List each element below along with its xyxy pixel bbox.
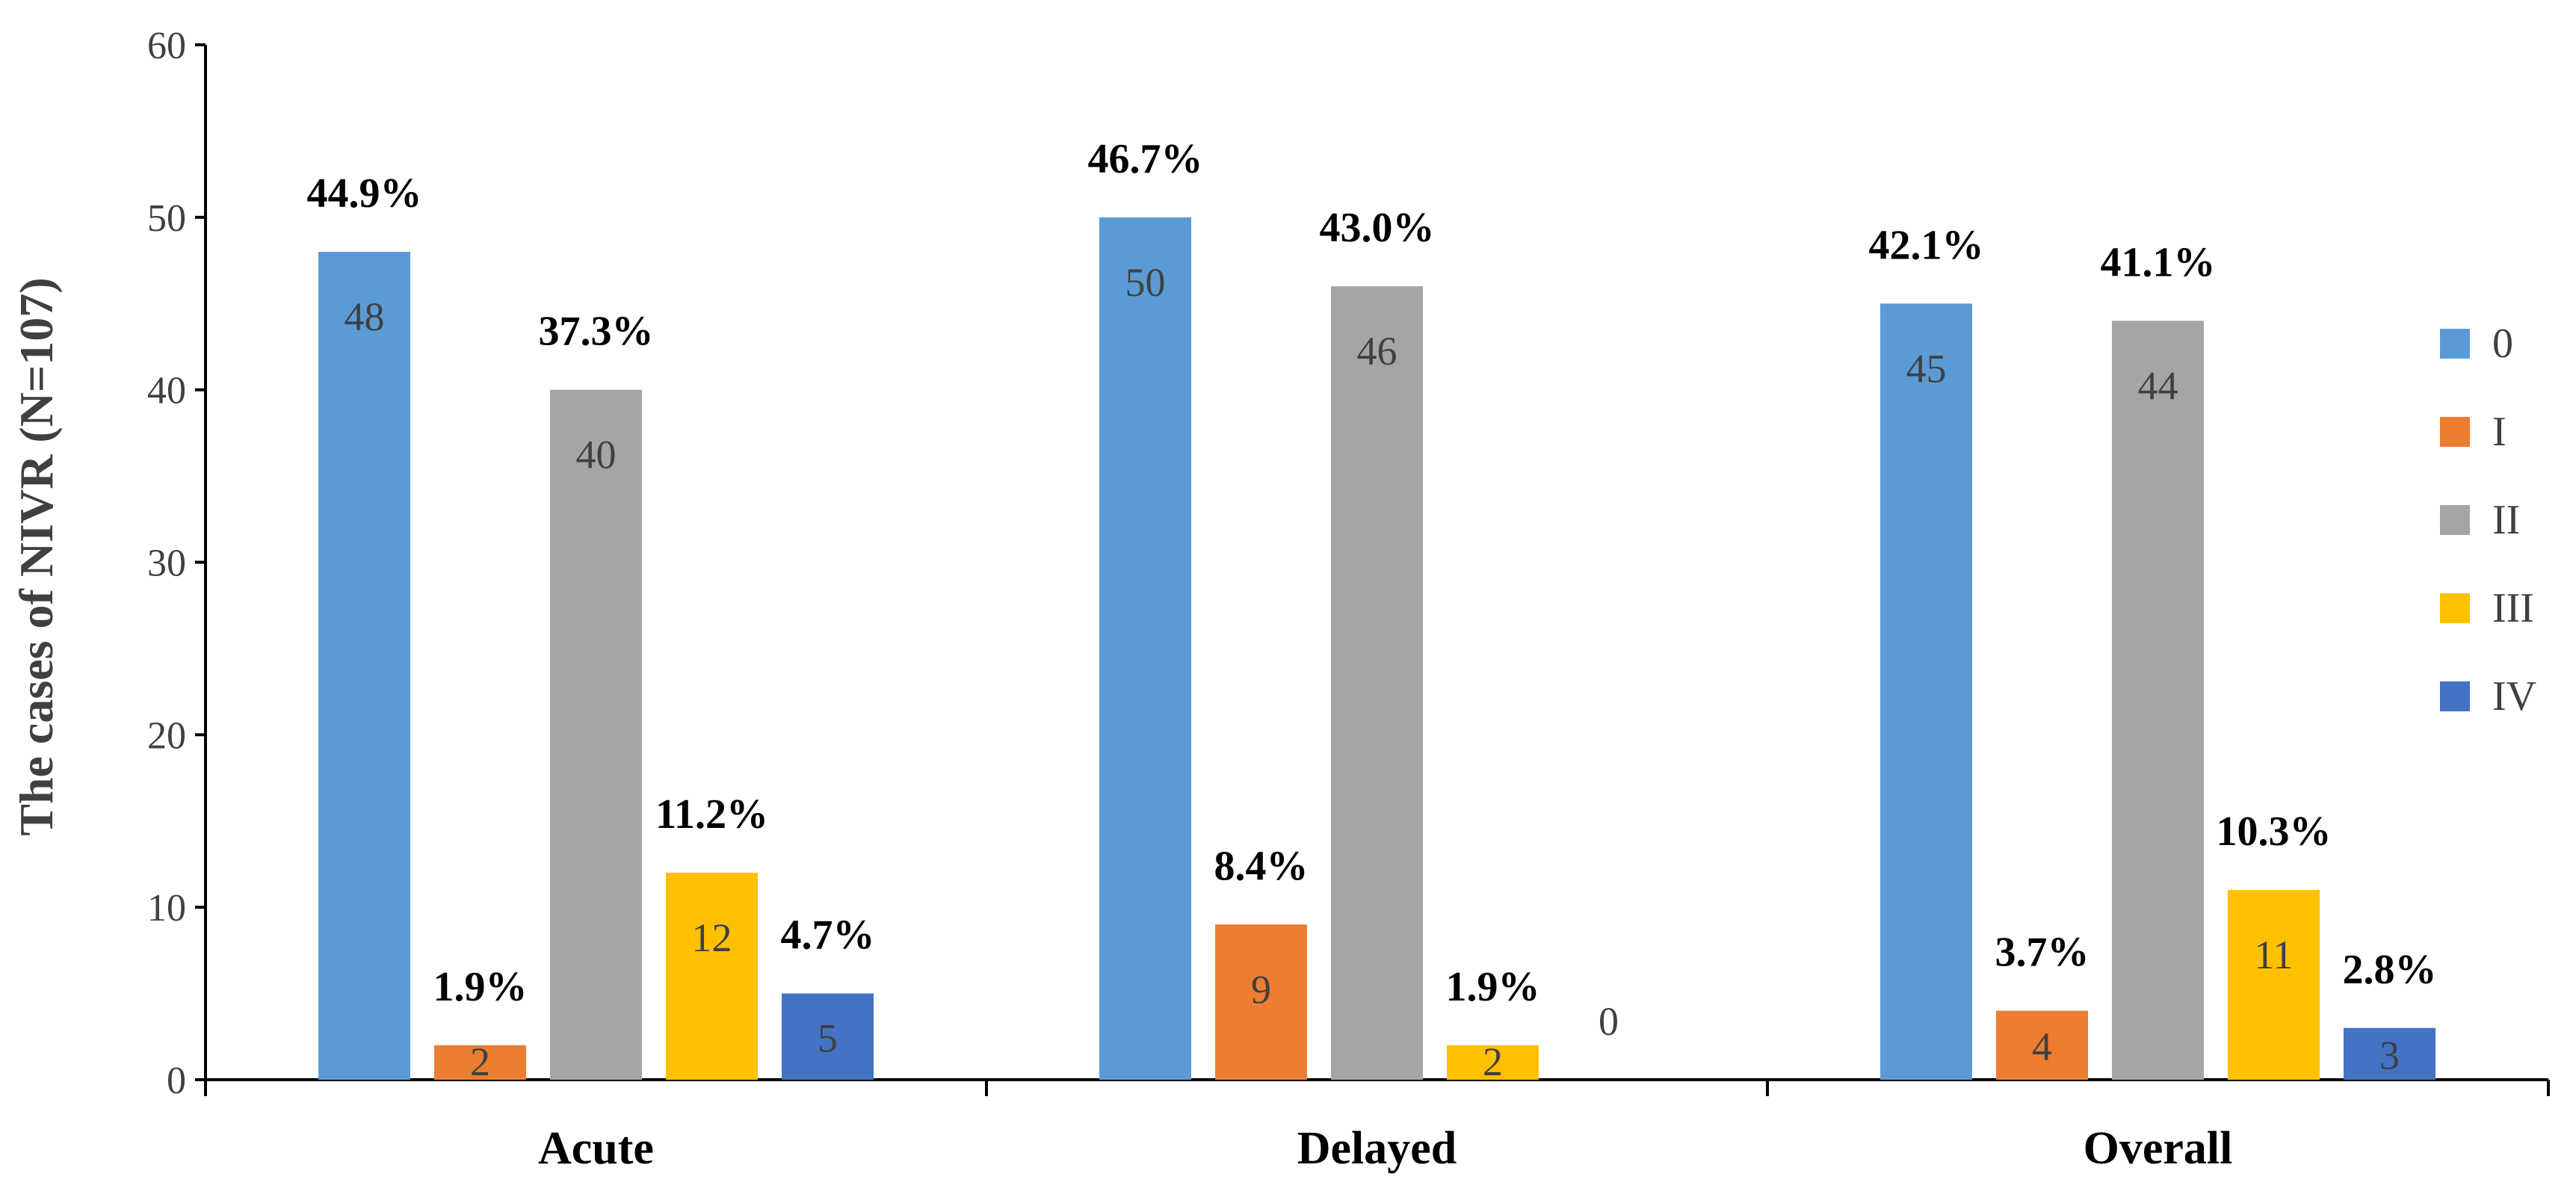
data-percent-label: 10.3% (2217, 808, 2332, 855)
bar (434, 1045, 526, 1080)
data-value-label: 40 (576, 433, 617, 477)
data-value-label: 9 (1251, 967, 1271, 1012)
data-value-label: 0 (1599, 999, 1619, 1044)
data-percent-label: 4.7% (781, 912, 875, 959)
legend-label: 0 (2492, 321, 2513, 367)
legend-label: III (2492, 585, 2534, 631)
data-value-label: 5 (818, 1015, 838, 1060)
y-tick-label: 20 (147, 714, 186, 757)
bar (2228, 890, 2320, 1080)
data-value-label: 4 (2032, 1024, 2052, 1069)
data-percent-label: 43.0% (1320, 205, 1435, 251)
y-tick-label: 50 (147, 197, 186, 240)
y-axis-title: The cases of NIVR (N=107) (10, 277, 63, 836)
legend-label: II (2492, 497, 2520, 543)
legend-swatch (2440, 593, 2470, 623)
category-label: Acute (538, 1123, 654, 1174)
data-value-label: 45 (1906, 346, 1947, 391)
category-label: Overall (2084, 1123, 2233, 1174)
bar (550, 389, 642, 1080)
bar (1331, 286, 1423, 1080)
bar (2344, 1027, 2436, 1080)
data-percent-label: 3.7% (1995, 930, 2089, 976)
plot-area: 0102030405060Acute4844.9%21.9%4037.3%121… (147, 25, 2550, 1174)
data-percent-label: 37.3% (539, 309, 654, 355)
bar (1447, 1045, 1539, 1080)
data-percent-label: 44.9% (307, 170, 422, 217)
y-tick-label: 60 (147, 25, 186, 67)
data-value-label: 48 (345, 294, 385, 339)
data-value-label: 44 (2138, 363, 2178, 408)
data-value-label: 2 (470, 1039, 490, 1084)
bar (2112, 321, 2204, 1080)
data-value-label: 46 (1357, 329, 1397, 374)
category-label: Delayed (1297, 1123, 1457, 1174)
data-value-label: 3 (2379, 1033, 2400, 1077)
y-tick-label: 40 (147, 370, 186, 412)
data-percent-label: 42.1% (1869, 222, 1984, 268)
bar (1880, 303, 1972, 1080)
bar (318, 252, 410, 1080)
bar (666, 873, 758, 1080)
legend-swatch (2440, 417, 2470, 447)
y-tick-label: 0 (167, 1060, 186, 1102)
data-value-label: 11 (2255, 933, 2294, 977)
legend-swatch (2440, 505, 2470, 535)
legend-swatch (2440, 681, 2470, 711)
data-percent-label: 11.2% (655, 791, 768, 838)
data-percent-label: 8.4% (1214, 843, 1309, 889)
bar (1215, 924, 1307, 1080)
data-value-label: 2 (1483, 1039, 1503, 1084)
bar (1996, 1010, 2088, 1080)
y-tick-label: 10 (147, 887, 186, 930)
y-tick-label: 30 (147, 542, 186, 585)
legend-label: I (2492, 409, 2506, 455)
data-value-label: 50 (1125, 260, 1166, 305)
legend-swatch (2440, 329, 2470, 359)
data-percent-label: 1.9% (433, 964, 528, 1010)
bar (782, 993, 874, 1080)
data-percent-label: 41.1% (2101, 239, 2216, 285)
data-percent-label: 2.8% (2343, 947, 2437, 993)
data-percent-label: 1.9% (1446, 964, 1540, 1010)
data-value-label: 12 (692, 915, 732, 960)
data-percent-label: 46.7% (1088, 136, 1203, 182)
legend-label: IV (2492, 673, 2536, 720)
bar (1099, 217, 1191, 1080)
